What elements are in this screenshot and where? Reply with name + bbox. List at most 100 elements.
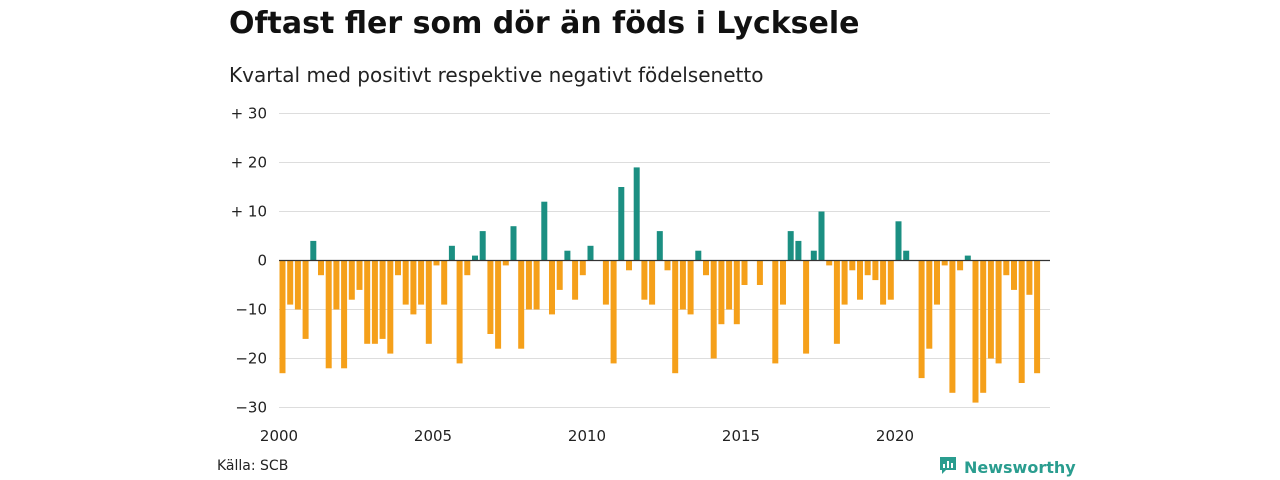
- bar: [649, 260, 656, 305]
- bar: [664, 260, 671, 271]
- bar: [472, 255, 478, 261]
- bar: [533, 260, 540, 310]
- bar: [479, 231, 486, 261]
- bar: [387, 260, 394, 354]
- bar: [341, 260, 348, 369]
- bar: [803, 260, 810, 354]
- bar: [795, 240, 802, 261]
- y-tick-label: −30: [235, 399, 267, 417]
- bar: [425, 260, 432, 344]
- bar: [818, 211, 825, 261]
- bar: [872, 260, 879, 281]
- bar: [949, 260, 956, 393]
- bar: [618, 187, 625, 261]
- bar: [564, 250, 571, 261]
- bar: [826, 260, 833, 266]
- bar: [402, 260, 409, 305]
- bar: [972, 260, 979, 403]
- bar: [841, 260, 848, 305]
- bar: [395, 260, 401, 276]
- bar: [433, 260, 440, 266]
- bar: [703, 260, 709, 276]
- bar: [348, 260, 355, 300]
- bar: [279, 260, 286, 374]
- bar: [502, 260, 509, 266]
- bar: [626, 260, 632, 271]
- bar: [310, 240, 317, 261]
- bar: [495, 260, 502, 349]
- bar: [780, 260, 786, 305]
- bar: [356, 260, 363, 290]
- bar: [849, 260, 856, 271]
- y-axis-ticks: + 30 + 20 + 10 0 −10 −20 −30: [231, 105, 267, 417]
- bar: [379, 260, 386, 339]
- bar: [941, 260, 948, 266]
- bar: [810, 250, 817, 261]
- bar: [1034, 260, 1041, 374]
- bars: [279, 167, 1041, 403]
- bar: [302, 260, 309, 339]
- bar: [679, 260, 686, 310]
- bar: [957, 260, 964, 271]
- bar: [895, 221, 902, 261]
- x-tick-label: 2005: [414, 427, 452, 445]
- bar: [287, 260, 294, 305]
- bar: [903, 250, 910, 261]
- y-tick-label: −20: [235, 350, 267, 368]
- bar: [464, 260, 471, 276]
- bar: [1011, 260, 1017, 290]
- brand-logo: Newsworthy: [938, 455, 1076, 479]
- bar: [456, 260, 463, 364]
- bar: [556, 260, 563, 290]
- bar: [926, 260, 933, 349]
- bar: [964, 255, 971, 261]
- bar: [1003, 260, 1010, 276]
- bar: [995, 260, 1002, 364]
- bar: [787, 231, 794, 261]
- bar: [487, 260, 494, 334]
- bar: [656, 231, 663, 261]
- bar: [934, 260, 940, 305]
- x-tick-label: 2000: [260, 427, 298, 445]
- bar: [602, 260, 609, 305]
- source-note: Källa: SCB: [217, 458, 289, 474]
- bar: [541, 201, 548, 261]
- bar: [864, 260, 871, 276]
- bar: [572, 260, 579, 300]
- y-tick-label: −10: [235, 301, 267, 319]
- x-axis-ticks: 2000 2005 2010 2015 2020: [260, 427, 914, 445]
- bar: [710, 260, 717, 359]
- bar: [410, 260, 417, 315]
- bar: [294, 260, 301, 310]
- bar: [371, 260, 378, 344]
- bar: [641, 260, 648, 300]
- bar: [918, 260, 925, 379]
- bar: [448, 245, 455, 261]
- bar: [726, 260, 733, 310]
- bar: [318, 260, 324, 276]
- bar: [987, 260, 994, 359]
- y-tick-label: 0: [257, 252, 267, 270]
- bar: [718, 260, 725, 325]
- x-tick-label: 2015: [722, 427, 760, 445]
- bar: [510, 226, 517, 261]
- y-tick-label: + 30: [231, 105, 267, 123]
- bar: [633, 167, 640, 261]
- bar: [695, 250, 702, 261]
- bar: [756, 260, 763, 285]
- bar: [364, 260, 371, 344]
- bar: [549, 260, 555, 315]
- bar: [525, 260, 532, 310]
- bar: [587, 245, 594, 261]
- bar: [579, 260, 586, 276]
- bar: [887, 260, 894, 300]
- brand-name: Newsworthy: [964, 457, 1076, 477]
- bar: [610, 260, 617, 364]
- bar: [880, 260, 887, 305]
- y-tick-label: + 10: [231, 203, 267, 221]
- bar: [518, 260, 525, 349]
- bar: [687, 260, 694, 315]
- bar: [1018, 260, 1025, 383]
- bar: [833, 260, 840, 344]
